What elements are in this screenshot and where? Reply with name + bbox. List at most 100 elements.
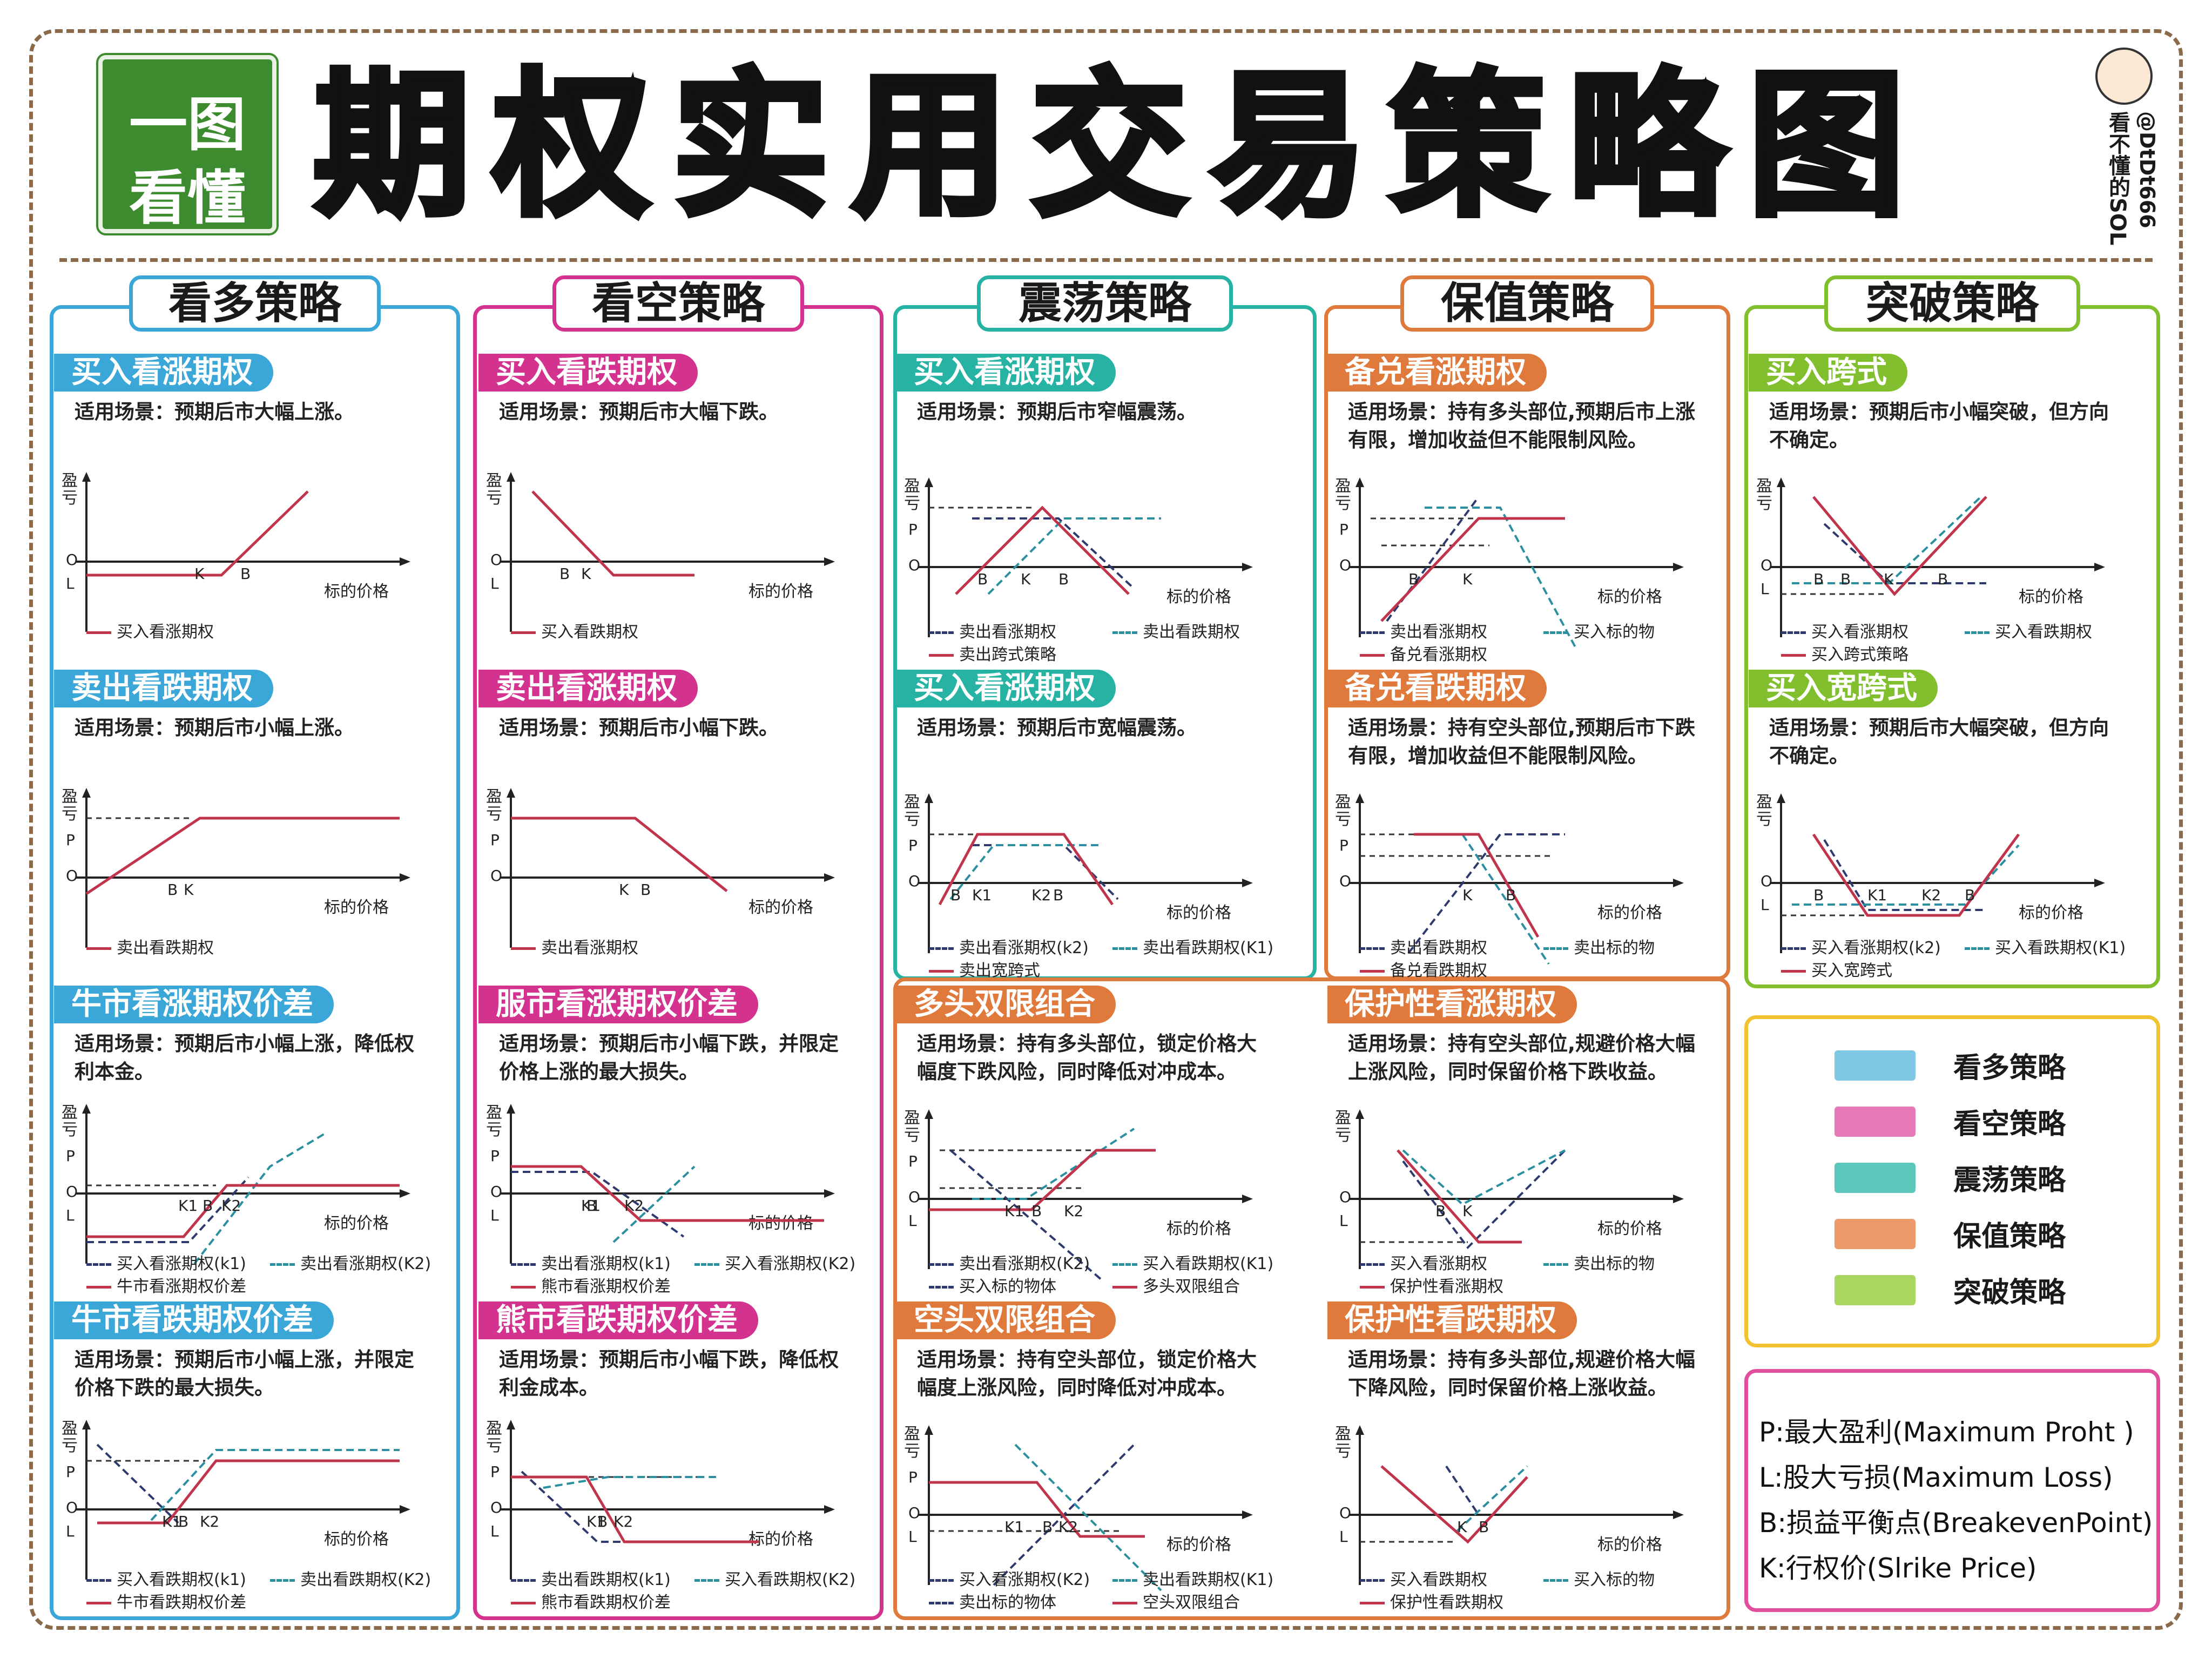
point-label-b: B [167,881,178,899]
y-axis-label-bottom: 亏 [62,1437,78,1455]
legend-item: 卖出标的物体 [929,1591,1056,1614]
strategy-card: 买入看涨期权 适用场景：预期后市宽幅震荡。盈亏标的价格 P O B K1 K2 B 卖出看涨期权… [896,670,1309,980]
y-axis-label-bottom: 亏 [1335,810,1351,829]
point-label-k2: K2 [1921,886,1941,904]
x-axis-label: 标的价格 [1166,588,1231,606]
legend-swatch [1112,631,1137,634]
legend-label: 空头双限组合 [1143,1593,1240,1612]
strategy-title: 卖出看跌期权 [54,670,273,707]
axis-mark-p: P [490,1147,500,1165]
y-axis-label-bottom: 亏 [1335,1442,1351,1461]
legend-item: 卖出看涨期权(k2) [929,937,1089,960]
legend-swatch [270,1263,295,1266]
axis-mark-o: O [908,872,920,890]
axis-mark-o: O [908,1188,920,1206]
legend-label: 保护性看涨期权 [1390,1277,1503,1296]
legend-item: 买入看涨期权(k2) [1781,937,1941,960]
x-axis-arrow [1673,879,1684,887]
point-label-b: B [1058,570,1069,588]
legend-item: 卖出看涨期权(K2) [929,1253,1090,1276]
y-axis-label-bottom: 亏 [904,810,920,829]
point-label-k2: K2 [1064,1202,1083,1220]
definition-item: B:损益平衡点(BreakevenPoint) [1759,1507,2153,1539]
key-label: 震荡策略 [1953,1164,2066,1197]
legend-item: 买入看涨期权(K2) [694,1253,855,1276]
strategy-title: 熊市看跌期权价差 [478,1301,758,1339]
strategy-payoff-line [1397,1149,1522,1244]
legend-swatch [694,1263,719,1266]
axis-mark-o: O [66,1499,78,1516]
legend-item: 买入看涨期权 [86,621,214,644]
color-key: 看多策略 看空策略 震荡策略 保值策略 突破策略 [1744,1015,2160,1347]
strategy-description: 适用场景：预期后市窄幅震荡。 [917,400,1197,423]
component-payoff-line [1445,1465,1480,1516]
component-payoff-line [1792,496,1982,584]
axis-mark-o: O [1339,872,1351,890]
key-swatch [1835,1162,1916,1193]
y-axis-label-bottom: 亏 [904,494,920,513]
strategy-description: 适用场景：持有空头部位,预期后市下跌有限，增加收益但不能限制风险。 [1348,716,1696,767]
strategy-payoff-line [1414,833,1540,938]
y-axis-arrow [1777,477,1785,487]
y-axis-label-top: 盈 [1756,793,1772,812]
point-label-k1: K1 [586,1513,606,1530]
strategy-payoff-line [938,833,1114,906]
page-title: 期权实用交易策略图 [311,54,1927,238]
legend-item: 买入跨式策略 [1781,644,1908,666]
definition-item: K:行权价(Slrike Price) [1759,1553,2037,1584]
legend-item: 买入看涨期权 [1781,621,1908,644]
x-axis-label: 标的价格 [324,582,389,601]
axis-mark-p: P [908,1152,918,1170]
y-axis-arrow [82,1420,91,1429]
legend-label: 保护性看跌期权 [1390,1593,1503,1612]
strategy-title: 备兑看跌期权 [1327,670,1547,707]
point-label-k: K [1021,570,1031,588]
legend-label: 买入标的物体 [959,1277,1056,1296]
y-axis-label-top: 盈 [486,1103,502,1122]
legend-item: 卖出看跌期权(K2) [270,1569,431,1591]
point-label-k2: K2 [624,1197,644,1215]
strategy-card: 多头双限组合 适用场景：持有多头部位，锁定价格大幅度下跌风险，同时降低对冲成本。盈… [896,986,1309,1296]
point-label-b: B [1042,1518,1053,1536]
strategy-description: 适用场景：预期后市小幅上涨。 [75,716,354,739]
x-axis-label: 标的价格 [2019,588,2083,606]
strategy-payoff-line [1812,496,1987,596]
legend-swatch [270,1579,295,1582]
legend-label: 买入标的物 [1574,623,1655,642]
point-label-k2: K2 [200,1513,219,1530]
logo-badge: 一图 看懂 [96,53,279,235]
legend-swatch [1112,1579,1137,1582]
legend-label: 买入看跌期权(K1) [1995,939,2126,957]
point-label-k: K [184,881,194,899]
strategy-title: 空头双限组合 [896,1301,1116,1339]
key-item: 震荡策略 [1835,1157,2066,1198]
legend-swatch [1781,653,1806,657]
component-payoff-line [1402,1149,1566,1206]
strategy-card: 备兑看跌期权 适用场景：持有空头部位,预期后市下跌有限，增加收益但不能限制风险。盈… [1327,670,1723,980]
legend-swatch [1965,947,1990,950]
legend-label: 买入看跌期权(K1) [1143,1255,1274,1273]
legend-item: 买入看涨期权(k1) [86,1253,246,1276]
strategy-payoff-line [929,1149,1156,1211]
legend-swatch [86,1285,111,1289]
strategy-title: 保护性看涨期权 [1327,986,1577,1023]
y-axis-label-bottom: 亏 [1756,494,1772,513]
legend-label: 买入看涨期权 [1811,623,1908,642]
key-swatch [1835,1106,1916,1137]
legend-item: 卖出跨式策略 [929,644,1056,666]
axis-mark-o: O [908,556,920,574]
x-axis-arrow [2094,879,2105,887]
y-axis-arrow [1355,1109,1364,1119]
component-payoff-line [86,1176,249,1243]
legend-item: 买入看跌期权(k1) [86,1569,246,1591]
x-axis-label: 标的价格 [1597,1219,1662,1238]
axis-mark-p: P [908,521,918,538]
point-label-b: B [1031,1202,1042,1220]
legend-label: 卖出看涨期权 [1390,623,1487,642]
column-bear-title: 看空策略 [552,275,804,332]
component-payoff-line [193,1133,325,1265]
strategy-description: 适用场景：持有多头部位，锁定价格大幅度下跌风险，同时降低对冲成本。 [917,1032,1257,1083]
